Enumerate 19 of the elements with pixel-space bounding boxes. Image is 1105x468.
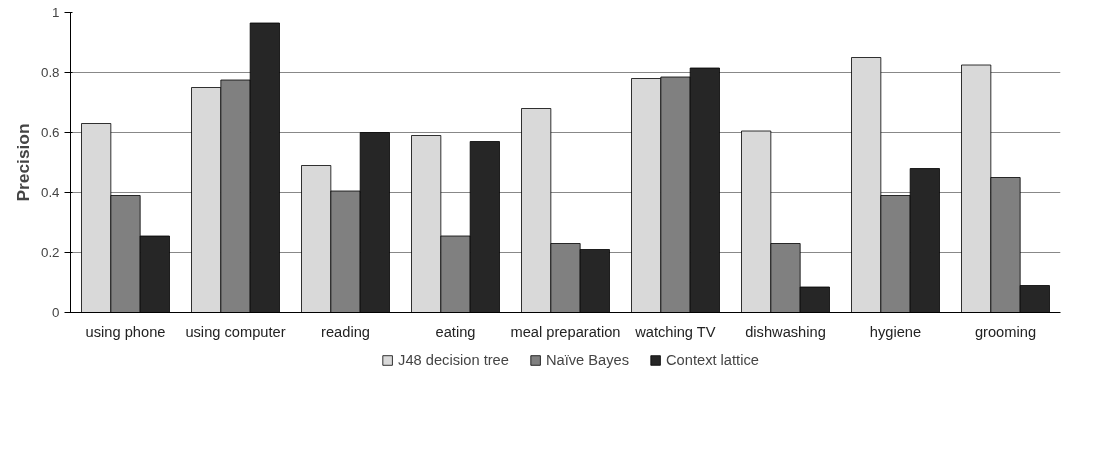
y-tick-label: 0.2 — [40, 245, 60, 260]
y-tick-label: 0.6 — [40, 125, 60, 140]
x-tick-label: hygiene — [869, 323, 922, 340]
x-tick-label: using computer — [185, 323, 286, 340]
x-tick-label: meal preparation — [510, 323, 621, 340]
legend-label: J48 decision tree — [398, 352, 509, 368]
x-tick-label: eating — [435, 323, 476, 340]
x-tick-label: grooming — [974, 323, 1037, 340]
legend-label: Context lattice — [666, 352, 759, 368]
y-tick-label: 0.4 — [40, 185, 61, 200]
y-tick-label: 0 — [52, 305, 60, 320]
y-tick-label: 1 — [52, 5, 60, 20]
x-tick-label: dishwashing — [745, 323, 826, 340]
y-tick-label: 0.8 — [40, 65, 60, 80]
legend-label: Naïve Bayes — [545, 352, 630, 368]
x-tick-label: reading — [321, 323, 370, 340]
x-tick-label: watching TV — [634, 323, 716, 340]
y-axis-title: Precision — [12, 123, 33, 202]
x-tick-label: using phone — [85, 323, 166, 340]
